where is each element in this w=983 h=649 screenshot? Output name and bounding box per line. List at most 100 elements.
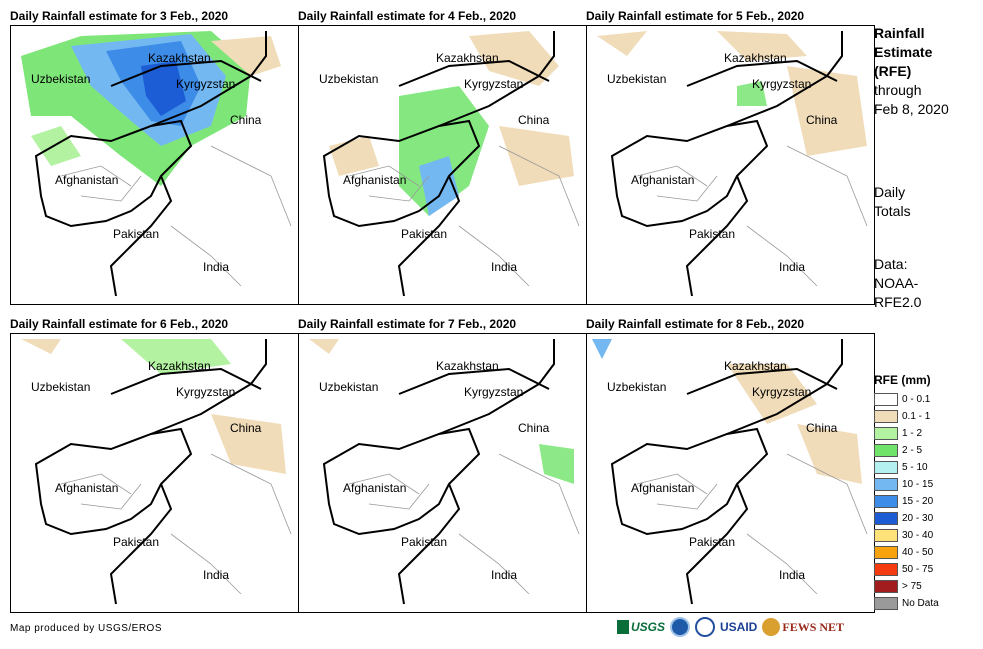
label-kazakhstan: Kazakhstan: [436, 359, 499, 373]
rainfall-shading: [592, 339, 862, 484]
label-china: China: [230, 421, 262, 435]
label-india: India: [779, 568, 805, 582]
rainfall-shading: [329, 31, 574, 216]
label-china: China: [806, 421, 838, 435]
legend-item: > 75: [874, 578, 939, 595]
label-afghanistan: Afghanistan: [55, 481, 118, 495]
label-afghanistan: Afghanistan: [55, 173, 118, 187]
map-canvas: Kazakhstan Uzbekistan Kyrgyzstan China A…: [319, 31, 580, 297]
fewsnet-logo-text: FEWS NET: [782, 619, 845, 634]
legend-item: 30 - 40: [874, 527, 939, 544]
label-india: India: [203, 260, 229, 274]
legend-item: 0.1 - 1: [874, 408, 939, 425]
label-kazakhstan: Kazakhstan: [436, 51, 499, 65]
rainfall-map: Kazakhstan Uzbekistan Kyrgyzstan China A…: [298, 25, 587, 305]
label-pakistan: Pakistan: [689, 535, 735, 549]
province-borders: [348, 453, 580, 595]
label-pakistan: Pakistan: [113, 535, 159, 549]
side-through: through: [874, 82, 922, 98]
legend-label: No Data: [902, 598, 939, 609]
rainfall-shading: [309, 339, 574, 484]
legend-swatch: [874, 563, 898, 576]
map-canvas: Kazakhstan Uzbekistan Kyrgyzstan China A…: [592, 339, 868, 605]
side-source-line1: NOAA-: [874, 275, 919, 291]
label-uzbekistan: Uzbekistan: [319, 72, 378, 86]
label-uzbekistan: Uzbekistan: [319, 380, 378, 394]
legend-label: 10 - 15: [902, 479, 934, 490]
label-china: China: [230, 113, 262, 127]
legend-swatch: [874, 597, 898, 610]
label-china: China: [518, 421, 550, 435]
country-borders: [610, 31, 843, 297]
label-india: India: [779, 260, 805, 274]
panel-title: Daily Rainfall estimate for 5 Feb., 2020: [586, 9, 805, 23]
legend-swatch: [874, 580, 898, 593]
country-borders: [322, 339, 555, 605]
label-kyrgyzstan: Kyrgyzstan: [752, 77, 811, 91]
label-uzbekistan: Uzbekistan: [607, 380, 666, 394]
fewsnet-logo: FEWS NET: [762, 618, 844, 636]
rainfall-map: Kazakhstan Uzbekistan Kyrgyzstan China A…: [586, 333, 875, 613]
label-india: India: [203, 568, 229, 582]
label-kyrgyzstan: Kyrgyzstan: [464, 385, 523, 399]
panel-title: Daily Rainfall estimate for 8 Feb., 2020: [586, 317, 805, 331]
label-uzbekistan: Uzbekistan: [31, 380, 90, 394]
label-kazakhstan: Kazakhstan: [724, 359, 787, 373]
side-daily-totals: Daily Totals: [874, 183, 911, 221]
side-data-label: Data:: [874, 256, 908, 272]
label-pakistan: Pakistan: [401, 535, 447, 549]
label-kazakhstan: Kazakhstan: [148, 359, 211, 373]
legend-swatch: [874, 478, 898, 491]
label-india: India: [491, 260, 517, 274]
side-title: Rainfall Estimate (RFE) through Feb 8, 2…: [874, 24, 949, 119]
legend-item: 0 - 0.1: [874, 391, 939, 408]
legend-swatch: [874, 512, 898, 525]
map-canvas: Kazakhstan Uzbekistan Kyrgyzstan China A…: [597, 31, 868, 297]
map-canvas: Kazakhstan Uzbekistan Kyrgyzstan China A…: [21, 339, 292, 605]
country-borders: [34, 339, 267, 605]
label-kyrgyzstan: Kyrgyzstan: [752, 385, 811, 399]
legend-item: 50 - 75: [874, 561, 939, 578]
side-data-source: Data: NOAA- RFE2.0: [874, 255, 921, 312]
legend-label: 20 - 30: [902, 513, 934, 524]
usgs-logo-text: USGS: [631, 620, 666, 634]
legend-swatch: [874, 410, 898, 423]
legend-label: 15 - 20: [902, 496, 934, 507]
legend-label: 5 - 10: [902, 462, 928, 473]
legend-title: RFE (mm): [874, 373, 931, 387]
map-canvas: Kazakhstan Uzbekistan Kyrgyzstan China A…: [309, 339, 580, 605]
province-borders: [348, 145, 580, 287]
legend-swatch: [874, 427, 898, 440]
usaid-logo: USAID: [720, 620, 757, 634]
panel-title: Daily Rainfall estimate for 6 Feb., 2020: [10, 317, 229, 331]
side-title-line3: (RFE): [874, 63, 912, 79]
legend-item: 40 - 50: [874, 544, 939, 561]
rainfall-map: Kazakhstan Uzbekistan Kyrgyzstan China A…: [10, 25, 299, 305]
label-kyrgyzstan: Kyrgyzstan: [176, 77, 235, 91]
noaa-logo-icon: [670, 617, 691, 637]
label-kazakhstan: Kazakhstan: [724, 51, 787, 65]
usgs-mark-icon: [617, 620, 629, 634]
panel-title: Daily Rainfall estimate for 4 Feb., 2020: [298, 9, 517, 23]
legend-label: 40 - 50: [902, 547, 934, 558]
legend-label: 0.1 - 1: [902, 411, 931, 422]
rainfall-shading: [597, 31, 867, 156]
legend-label: 2 - 5: [902, 445, 923, 456]
logo-strip: USGS USAID FEWS NET: [617, 617, 844, 637]
label-afghanistan: Afghanistan: [631, 173, 694, 187]
label-afghanistan: Afghanistan: [343, 481, 406, 495]
usgs-logo: USGS: [617, 620, 665, 634]
rainfall-map: Kazakhstan Uzbekistan Kyrgyzstan China A…: [586, 25, 875, 305]
label-kyrgyzstan: Kyrgyzstan: [464, 77, 523, 91]
legend-item: No Data: [874, 595, 939, 612]
legend-swatch: [874, 495, 898, 508]
legend-label: 1 - 2: [902, 428, 923, 439]
label-pakistan: Pakistan: [689, 227, 735, 241]
legend-swatch: [874, 444, 898, 457]
country-borders: [322, 31, 555, 297]
label-china: China: [518, 113, 550, 127]
legend-item: 10 - 15: [874, 476, 939, 493]
label-afghanistan: Afghanistan: [631, 481, 694, 495]
label-kyrgyzstan: Kyrgyzstan: [176, 385, 235, 399]
country-borders: [34, 31, 267, 297]
